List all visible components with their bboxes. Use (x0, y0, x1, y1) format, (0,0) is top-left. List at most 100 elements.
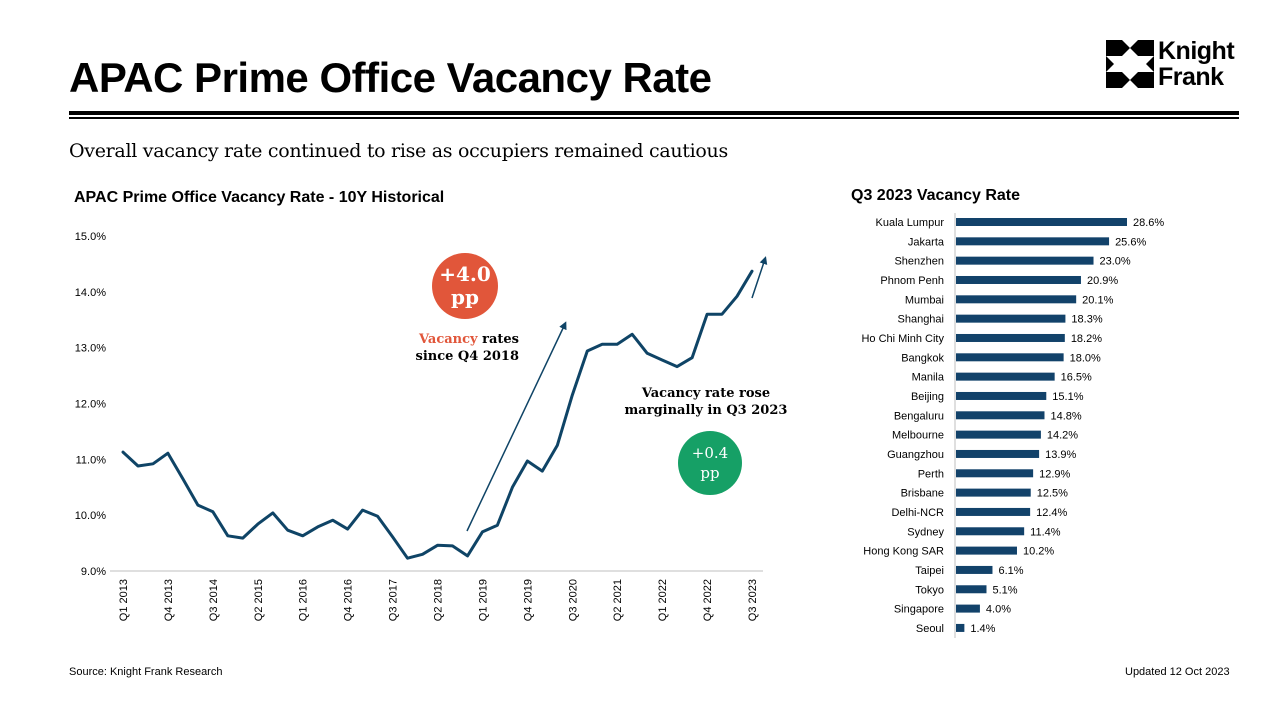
x-tick-label: Q2 2015 (253, 579, 265, 621)
bar-data-label: 18.2% (1071, 333, 1102, 345)
bar-data-label: 12.5% (1037, 488, 1068, 500)
title-divider-thick (69, 111, 1239, 115)
annotation-highlight: Vacancy (419, 332, 478, 347)
x-tick-label: Q3 2020 (567, 579, 579, 621)
bar-category-label: Hong Kong SAR (863, 546, 944, 558)
knight-frank-diamond-logo-icon (1106, 40, 1154, 88)
bar-category-label: Delhi-NCR (891, 507, 944, 519)
logo-wordmark: Knight Frank (1158, 37, 1235, 91)
change-since-2018-value: +4.0 (439, 262, 491, 286)
x-tick-label: Q2 2021 (612, 579, 624, 621)
bar-category-label: Perth (918, 468, 944, 480)
bar-category-label: Singapore (894, 604, 944, 616)
x-tick-label: Q4 2013 (163, 579, 175, 621)
bar-data-label: 20.1% (1082, 294, 1113, 306)
x-tick-label: Q1 2022 (657, 579, 669, 621)
logo-line-1: Knight (1158, 37, 1235, 65)
y-tick-label: 11.0% (76, 454, 107, 466)
bar (956, 391, 1047, 400)
bar (956, 488, 1031, 497)
annotation-since-2018: Vacancy rates since Q4 2018 (395, 331, 520, 365)
bar (956, 353, 1064, 362)
bar-category-label: Shanghai (898, 314, 945, 326)
bar-category-label: Ho Chi Minh City (861, 333, 944, 345)
y-tick-label: 13.0% (75, 343, 106, 355)
annotation-q3-2023: Vacancy rate rose marginally in Q3 2023 (618, 385, 794, 419)
bar (956, 623, 965, 632)
knight-frank-logo: Knight Frank (1106, 37, 1246, 92)
bar-category-label: Shenzhen (894, 256, 944, 268)
annotation-q3-line2: marginally in Q3 2023 (624, 403, 788, 418)
bar-category-label: Melbourne (892, 430, 944, 442)
bar-category-label: Mumbai (905, 294, 944, 306)
bar (956, 546, 1017, 555)
bar (956, 507, 1031, 516)
annotation-q3-line1: Vacancy rate rose (641, 386, 771, 401)
bar-category-label: Manila (912, 372, 945, 384)
bar (956, 469, 1034, 478)
x-tick-label: Q1 2016 (298, 579, 310, 621)
bar (956, 585, 987, 594)
line-chart-title: APAC Prime Office Vacancy Rate - 10Y His… (74, 189, 445, 206)
bar (956, 256, 1094, 265)
x-tick-label: Q3 2014 (208, 579, 220, 621)
bar-data-label: 20.9% (1087, 275, 1118, 287)
bar (956, 527, 1025, 536)
bar-data-label: 25.6% (1115, 236, 1146, 248)
change-q3-2023-badge: +0.4 pp (678, 431, 742, 495)
bar-data-label: 4.0% (986, 604, 1011, 616)
bar-category-label: Brisbane (901, 488, 944, 500)
bar-data-label: 14.2% (1047, 430, 1078, 442)
title-divider-thin (69, 117, 1239, 119)
bar-category-label: Jakarta (908, 236, 945, 248)
bar-category-label: Taipei (915, 565, 944, 577)
change-since-2018-unit: pp (451, 285, 479, 309)
bar (956, 449, 1040, 458)
bar-data-label: 14.8% (1050, 410, 1081, 422)
bar (956, 218, 1127, 226)
x-tick-label: Q4 2022 (702, 579, 714, 621)
bar-data-label: 5.1% (992, 584, 1017, 596)
x-tick-label: Q3 2017 (388, 579, 400, 621)
bar-data-label: 16.5% (1061, 372, 1092, 384)
bar (956, 411, 1045, 420)
change-q3-2023-value: +0.4 (691, 444, 729, 462)
annotation-rest: rates (477, 332, 519, 347)
y-tick-label: 14.0% (75, 287, 106, 299)
bar-data-label: 1.4% (970, 623, 995, 635)
annotation-line2: since Q4 2018 (415, 349, 520, 364)
trend-arrow-q3-2023 (751, 256, 768, 299)
change-since-2018-badge: +4.0 pp (432, 253, 498, 319)
bar-category-label: Bangkok (901, 352, 944, 364)
x-tick-label: Q1 2013 (118, 579, 130, 621)
bar-chart-title: Q3 2023 Vacancy Rate (851, 187, 1021, 204)
change-q3-2023-unit: pp (700, 464, 720, 482)
bar-category-label: Seoul (916, 623, 944, 635)
bar (956, 565, 993, 574)
bar (956, 604, 980, 613)
y-tick-label: 9.0% (81, 566, 106, 578)
y-tick-label: 15.0% (75, 231, 106, 243)
bar (956, 275, 1081, 284)
y-tick-label: 10.0% (75, 510, 106, 522)
y-tick-label: 12.0% (75, 399, 106, 411)
x-tick-label: Q1 2019 (477, 579, 489, 621)
bar-data-label: 28.6% (1133, 217, 1164, 229)
updated-date: Updated 12 Oct 2023 (1125, 666, 1230, 678)
x-tick-label: Q3 2023 (747, 579, 759, 621)
x-tick-label: Q4 2019 (522, 579, 534, 621)
source-note: Source: Knight Frank Research (69, 666, 223, 678)
logo-line-2: Frank (1158, 63, 1224, 91)
bar-data-label: 13.9% (1045, 449, 1076, 461)
bar (956, 430, 1041, 439)
bar-category-label: Phnom Penh (880, 275, 944, 287)
page-title: APAC Prime Office Vacancy Rate (69, 54, 712, 101)
bar-category-label: Guangzhou (887, 449, 944, 461)
bar-category-label: Tokyo (915, 584, 944, 596)
bar-category-label: Sydney (907, 526, 944, 538)
bar-data-label: 10.2% (1023, 546, 1054, 558)
bar-category-label: Kuala Lumpur (876, 217, 945, 229)
bar-data-label: 15.1% (1052, 391, 1083, 403)
bar-data-label: 12.9% (1039, 468, 1070, 480)
